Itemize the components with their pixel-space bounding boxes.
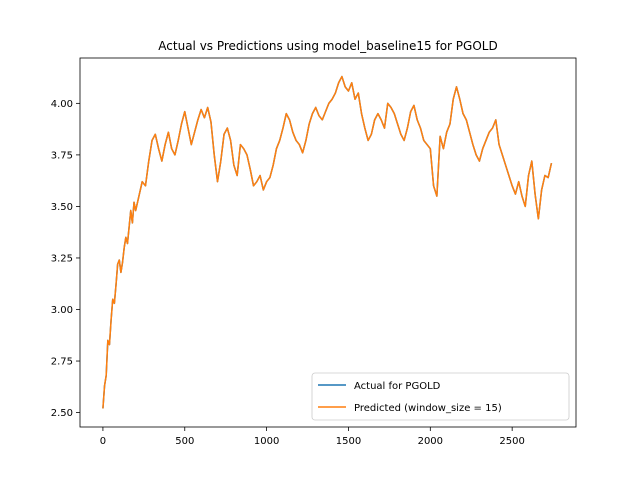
x-axis: 0 500 1000 1500 2000 2500 bbox=[100, 427, 525, 447]
series-line-1 bbox=[102, 75, 553, 409]
x-tick-label: 2000 bbox=[418, 436, 443, 447]
chart-title: Actual vs Predictions using model_baseli… bbox=[158, 39, 497, 53]
y-tick-label: 3.00 bbox=[51, 305, 73, 316]
y-tick-label: 3.75 bbox=[51, 150, 73, 161]
legend-box bbox=[311, 372, 570, 421]
x-tick-label: 1000 bbox=[254, 436, 279, 447]
legend-label-actual: Actual for PGOLD bbox=[354, 381, 441, 392]
y-tick-label: 3.50 bbox=[51, 202, 73, 213]
x-tick-label: 2500 bbox=[499, 436, 524, 447]
axes-frame bbox=[79, 57, 577, 428]
series-layer bbox=[102, 75, 553, 409]
y-tick-label: 2.75 bbox=[51, 357, 73, 368]
y-axis: 2.50 2.75 3.00 3.25 3.50 3.75 4.00 bbox=[51, 99, 80, 419]
y-tick-label: 3.25 bbox=[51, 253, 73, 264]
plot-area bbox=[79, 57, 577, 428]
legend: Actual for PGOLD Predicted (window_size … bbox=[311, 372, 570, 421]
y-tick-label: 4.00 bbox=[51, 99, 73, 110]
x-tick-label: 1500 bbox=[336, 436, 361, 447]
y-tick-label: 2.50 bbox=[51, 408, 73, 419]
x-tick-label: 0 bbox=[100, 436, 106, 447]
legend-label-predicted: Predicted (window_size = 15) bbox=[354, 403, 502, 414]
axes-background bbox=[80, 58, 576, 427]
x-tick-label: 500 bbox=[175, 436, 194, 447]
